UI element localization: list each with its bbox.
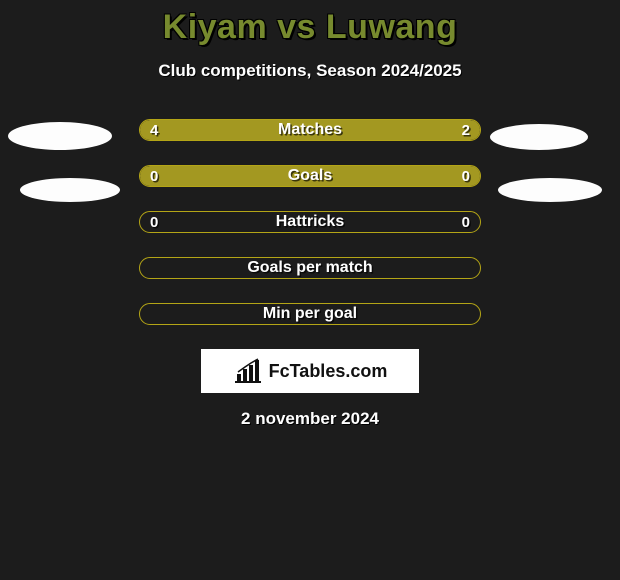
- bar-track: Matches: [139, 119, 481, 141]
- bar-label: Hattricks: [140, 212, 480, 232]
- bar-track: Hattricks: [139, 211, 481, 233]
- stat-row: Matches4 2: [0, 119, 620, 141]
- bar-track: Min per goal: [139, 303, 481, 325]
- stat-row: Goals0 0: [0, 165, 620, 187]
- value-left: 0: [150, 211, 158, 233]
- value-right: 2: [462, 119, 470, 141]
- page-title: Kiyam vs Luwang: [0, 0, 620, 47]
- bar-label: Min per goal: [140, 304, 480, 324]
- value-right: 0: [462, 165, 470, 187]
- value-left: 0: [150, 165, 158, 187]
- bar-left-fill: [140, 120, 366, 140]
- stat-rows: Matches42Goals00Hattricks00Goals per mat…: [0, 119, 620, 325]
- stat-row: Goals per match: [0, 257, 620, 279]
- bar-track: Goals per match: [139, 257, 481, 279]
- stat-row: Hattricks0 0: [0, 211, 620, 233]
- bars-icon: [233, 358, 263, 384]
- value-right: 0: [462, 211, 470, 233]
- subtitle: Club competitions, Season 2024/2025: [0, 61, 620, 81]
- bar-left-fill: [140, 166, 480, 186]
- stat-row: Min per goal: [0, 303, 620, 325]
- brand-logo-box[interactable]: FcTables.com: [201, 349, 419, 393]
- date-text: 2 november 2024: [0, 409, 620, 429]
- bar-label: Goals per match: [140, 258, 480, 278]
- value-left: 4: [150, 119, 158, 141]
- bar-track: Goals: [139, 165, 481, 187]
- brand-text: FcTables.com: [269, 361, 388, 382]
